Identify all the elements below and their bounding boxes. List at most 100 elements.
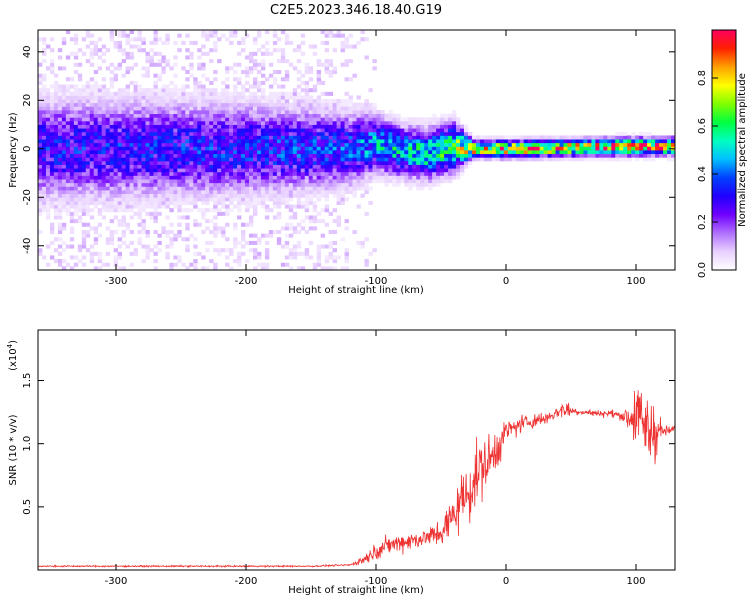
heatmap-cell	[193, 200, 198, 205]
heatmap-cell	[543, 139, 548, 144]
heatmap-cell	[73, 95, 79, 100]
heatmap-cell	[396, 117, 401, 122]
heatmap-cell	[129, 168, 134, 173]
heatmap-cell	[356, 175, 361, 180]
heatmap-cell	[388, 146, 393, 151]
heatmap-cell	[209, 150, 214, 155]
heatmap-cell	[205, 142, 210, 147]
heatmap-cell	[292, 150, 298, 155]
heatmap-cell	[440, 168, 445, 173]
heatmap-cell	[77, 139, 83, 144]
heatmap-cell	[567, 157, 572, 162]
heatmap-cell	[312, 102, 318, 107]
heatmap-cell	[153, 142, 158, 147]
heatmap-cell	[360, 128, 365, 133]
heatmap-cell	[89, 226, 95, 231]
heatmap-cell	[264, 204, 270, 209]
heatmap-cell	[280, 84, 286, 89]
heatmap-cell	[523, 146, 529, 151]
heatmap-cell	[201, 157, 206, 162]
heatmap-cell	[97, 139, 103, 144]
heatmap-cell	[463, 160, 469, 165]
heatmap-cell	[141, 102, 146, 107]
heatmap-cell	[631, 146, 636, 151]
heatmap-cell	[304, 106, 310, 111]
heatmap-cell	[380, 179, 385, 184]
heatmap-cell	[320, 62, 326, 67]
heatmap-cell	[121, 193, 126, 198]
heatmap-cell	[49, 240, 55, 245]
heatmap-cell	[531, 142, 537, 147]
heatmap-cell	[193, 182, 198, 187]
heatmap-cell	[153, 259, 158, 264]
heatmap-cell	[181, 128, 186, 133]
heatmap-cell	[348, 182, 353, 187]
heatmap-cell	[420, 128, 425, 133]
heatmap-cell	[328, 106, 334, 111]
heatmap-cell	[49, 168, 55, 173]
heatmap-cell	[157, 62, 162, 67]
heatmap-cell	[38, 251, 43, 256]
heatmap-cell	[328, 160, 334, 165]
heatmap-cell	[643, 153, 648, 158]
heatmap-cell	[316, 157, 322, 162]
heatmap-cell	[364, 157, 369, 162]
heatmap-cell	[324, 131, 330, 136]
heatmap-cell	[312, 171, 318, 176]
heatmap-cell	[45, 208, 51, 213]
heatmap-cell	[264, 51, 270, 56]
heatmap-cell	[264, 135, 270, 140]
heatmap-cell	[320, 102, 326, 107]
heatmap-cell	[340, 40, 345, 45]
heatmap-cell	[527, 142, 533, 147]
heatmap-cell	[145, 171, 150, 176]
snr-y-ticks: 0.51.01.5	[22, 373, 675, 515]
heatmap-cell	[340, 99, 345, 104]
heatmap-cell	[49, 190, 55, 195]
heatmap-cell	[348, 102, 353, 107]
heatmap-cell	[436, 153, 441, 158]
heatmap-cell	[328, 186, 334, 191]
heatmap-cell	[153, 146, 158, 151]
heatmap-cell	[105, 179, 111, 184]
heatmap-cell	[133, 197, 138, 202]
heatmap-cell	[69, 153, 75, 158]
heatmap-cell	[436, 182, 441, 187]
heatmap-cell	[125, 204, 130, 209]
heatmap-cell	[193, 139, 198, 144]
heatmap-cell	[209, 113, 214, 118]
heatmap-cell	[233, 146, 238, 151]
heatmap-cell	[185, 226, 190, 231]
heatmap-cell	[332, 110, 337, 115]
heatmap-cell	[77, 182, 83, 187]
heatmap-cell	[432, 120, 437, 125]
heatmap-cell	[97, 55, 103, 60]
heatmap-cell	[113, 106, 119, 111]
heatmap-cell	[344, 117, 349, 122]
heatmap-cell	[304, 230, 310, 235]
heatmap-cell	[284, 226, 290, 231]
heatmap-cell	[221, 95, 226, 100]
heatmap-cell	[284, 204, 290, 209]
heatmap-cell	[272, 124, 278, 129]
heatmap-cell	[356, 204, 361, 209]
heatmap-cell	[213, 48, 218, 53]
heatmap-cell	[53, 190, 59, 195]
heatmap-cell	[149, 215, 154, 220]
heatmap-cell	[551, 157, 556, 162]
heatmap-cell	[328, 168, 334, 173]
heatmap-cell	[241, 237, 246, 242]
heatmap-cell	[201, 51, 206, 56]
heatmap-cell	[133, 248, 138, 253]
heatmap-cell	[105, 146, 111, 151]
heatmap-cell	[256, 164, 262, 169]
y-tick-label: -20	[22, 189, 33, 205]
heatmap-cell	[85, 208, 91, 213]
x-tick-label: -100	[365, 576, 388, 587]
heatmap-cell	[272, 30, 278, 35]
heatmap-cell	[647, 150, 652, 155]
heatmap-cell	[69, 244, 75, 249]
heatmap-cell	[57, 150, 63, 155]
heatmap-cell	[81, 160, 87, 165]
heatmap-cell	[396, 168, 401, 173]
